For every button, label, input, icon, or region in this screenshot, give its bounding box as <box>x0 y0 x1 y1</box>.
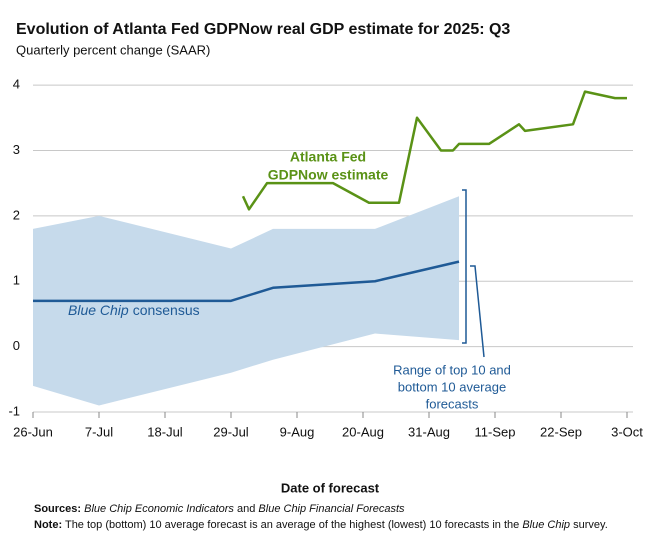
y-tick-label: 1 <box>13 273 20 288</box>
sources-label: Sources: <box>34 503 82 515</box>
source-text: and <box>237 503 256 515</box>
series-label-part: Blue Chip <box>68 302 129 318</box>
bracket <box>462 189 467 344</box>
x-tick-label: 9-Aug <box>280 424 315 439</box>
chart-subtitle: Quarterly percent change (SAAR) <box>16 42 210 57</box>
y-tick-label: -1 <box>8 403 20 418</box>
series-label: Blue Chip consensus <box>68 302 200 318</box>
source-text: Blue Chip Economic Indicators <box>84 503 234 515</box>
x-tick-label: 3-Oct <box>611 424 643 439</box>
chart-title: Evolution of Atlanta Fed GDPNow real GDP… <box>16 21 510 38</box>
sources: Sources: Blue Chip Economic Indicators a… <box>34 503 405 515</box>
y-tick-label: 2 <box>13 207 20 222</box>
source-text: Blue Chip Financial Forecasts <box>258 503 405 515</box>
x-tick-label: 20-Aug <box>342 424 384 439</box>
x-tick-label: 22-Sep <box>540 424 582 439</box>
x-tick-label: 11-Sep <box>475 424 516 439</box>
note-text: The top (bottom) 10 average forecast is … <box>64 519 520 531</box>
note-text: Blue Chip <box>522 519 571 531</box>
series-label: Atlanta Fed <box>290 149 366 165</box>
y-tick-label: 0 <box>13 338 20 353</box>
y-tick-label: 4 <box>13 77 20 92</box>
connector <box>470 265 485 358</box>
chart: Evolution of Atlanta Fed GDPNow real GDP… <box>8 21 643 495</box>
note: Note: The top (bottom) 10 average foreca… <box>34 519 608 531</box>
band-label: bottom 10 average <box>398 379 506 394</box>
x-tick-label: 31-Aug <box>408 424 450 439</box>
band-label: Range of top 10 and <box>393 362 511 377</box>
x-tick-label: 18-Jul <box>147 424 183 439</box>
x-tick-label: 26-Jun <box>13 424 53 439</box>
series-label-part: consensus <box>133 302 200 318</box>
series-line <box>33 260 460 303</box>
range-band <box>33 196 459 406</box>
note-text: survey. <box>573 519 608 531</box>
series-line <box>241 90 627 211</box>
y-tick-label: 3 <box>13 142 20 157</box>
series-label: GDPNow estimate <box>268 167 389 183</box>
x-tick-label: 7-Jul <box>85 424 113 439</box>
band-label: forecasts <box>426 396 479 411</box>
x-axis-title: Date of forecast <box>281 480 380 495</box>
x-tick-label: 29-Jul <box>213 424 249 439</box>
note-label: Note: <box>34 519 63 531</box>
